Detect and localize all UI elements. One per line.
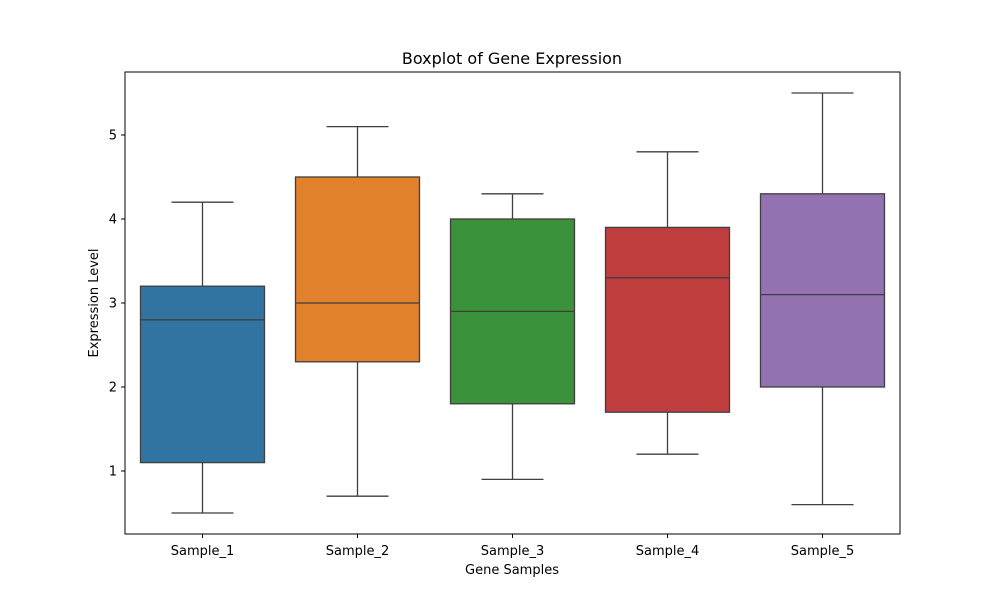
y-axis: 1 2 3 4 5	[109, 129, 125, 480]
y-tick-label: 5	[109, 129, 117, 144]
x-tick-label: Sample_1	[171, 544, 235, 559]
iqr-box	[139, 285, 266, 464]
y-tick-label: 4	[109, 213, 117, 228]
box-group	[294, 125, 421, 497]
x-tick-label: Sample_2	[326, 544, 390, 559]
y-tick-label: 1	[109, 465, 117, 480]
x-axis-label: Gene Samples	[465, 563, 559, 578]
x-tick-label: Sample_3	[481, 544, 545, 559]
x-tick-label: Sample_4	[636, 544, 700, 559]
y-tick-label: 2	[109, 381, 117, 396]
x-axis: Sample_1 Sample_2 Sample_3 Sample_4 Sample_5	[171, 534, 855, 559]
box-group	[449, 193, 576, 481]
iqr-box	[294, 176, 421, 363]
iqr-box	[759, 193, 886, 388]
iqr-box	[604, 226, 731, 413]
y-tick-label: 3	[109, 297, 117, 312]
box-group	[759, 92, 886, 506]
plot-marks	[139, 92, 886, 514]
chart-title: Boxplot of Gene Expression	[402, 49, 622, 68]
box-group	[139, 201, 266, 514]
x-tick-label: Sample_5	[791, 544, 855, 559]
box-group	[604, 151, 731, 455]
y-axis-label: Expression Level	[87, 248, 102, 357]
